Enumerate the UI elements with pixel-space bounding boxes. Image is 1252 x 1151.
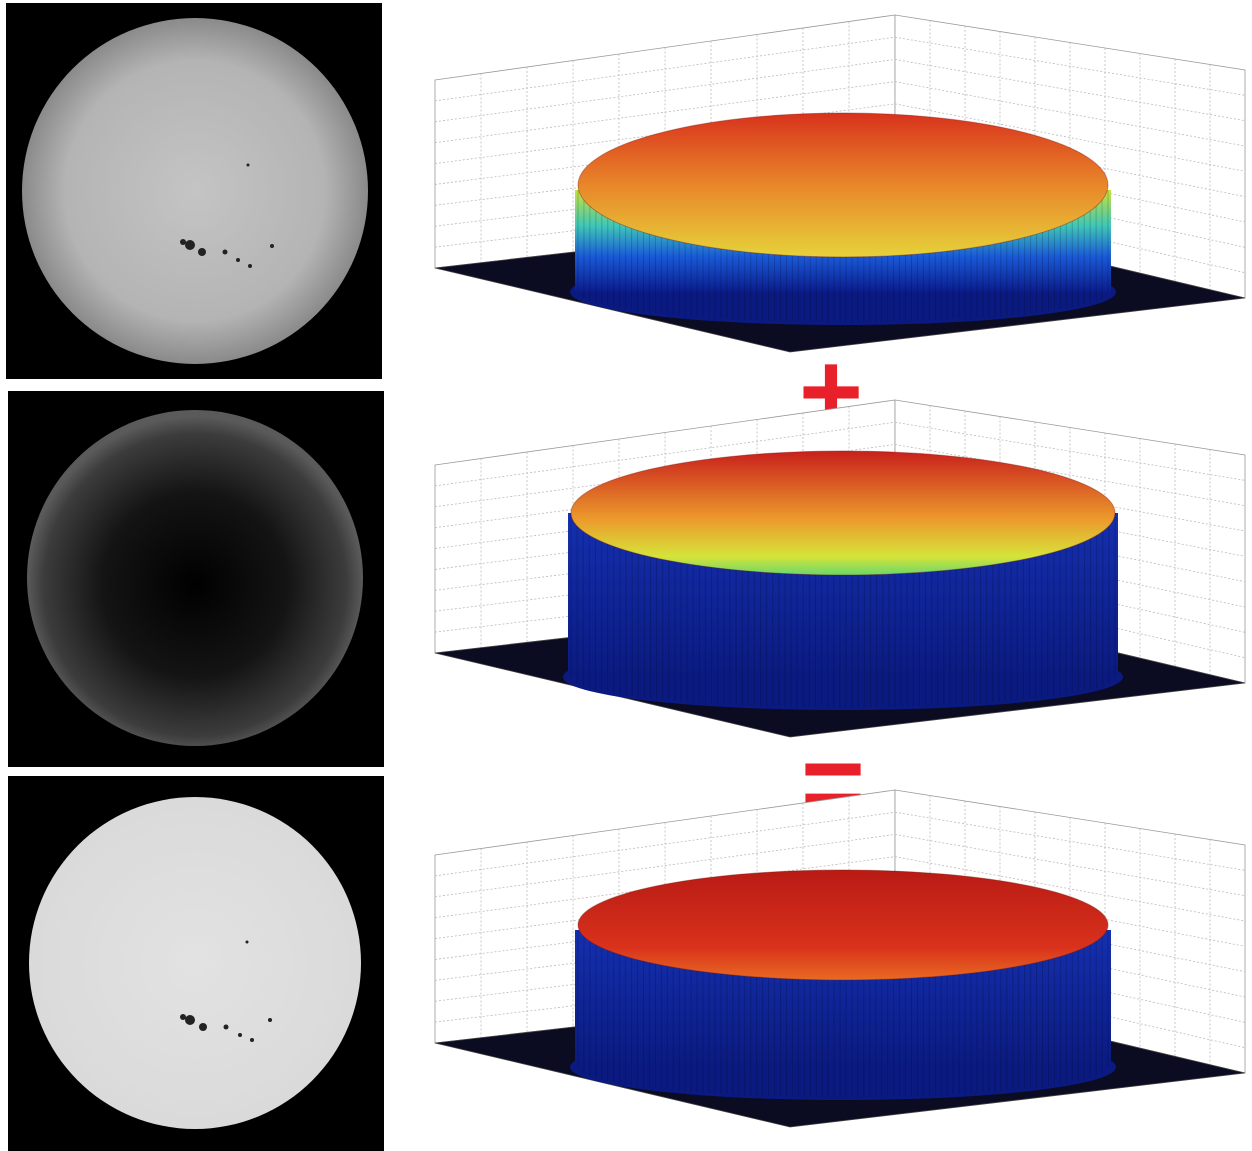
grid-line — [434, 945, 896, 1002]
cylinder-top — [577, 112, 1109, 258]
sun-image-limb-model — [8, 391, 384, 767]
grid-line — [894, 488, 1246, 557]
grid-line — [894, 421, 1246, 481]
surface-plot — [434, 14, 1246, 353]
grid-line — [434, 555, 896, 612]
cylinder-top — [570, 450, 1116, 576]
grid-line — [894, 444, 1246, 507]
grid-line — [434, 811, 896, 877]
grid-line — [434, 421, 896, 487]
grid-line — [894, 878, 1246, 947]
grid-line — [894, 811, 1246, 871]
grid-line — [894, 81, 1246, 147]
grid-line — [894, 834, 1246, 897]
sun-image-observed — [6, 3, 382, 379]
grid-line — [434, 510, 896, 570]
sun-image-corrected — [8, 776, 384, 1151]
surface-plot — [434, 399, 1246, 738]
grid-line — [434, 922, 896, 981]
grid-line — [434, 147, 896, 206]
cylinder-top — [577, 869, 1109, 981]
grid-line — [894, 103, 1246, 172]
grid-line — [894, 856, 1246, 922]
grid-line — [434, 125, 896, 185]
grid-line — [434, 488, 896, 549]
grid-line — [894, 900, 1246, 973]
grid-line — [434, 170, 896, 227]
surface-plot — [434, 789, 1246, 1128]
grid-line — [434, 532, 896, 591]
grid-line — [894, 36, 1246, 96]
grid-line — [434, 59, 896, 123]
grid-line — [434, 878, 896, 939]
grid-line — [434, 900, 896, 960]
grid-line — [894, 59, 1246, 122]
grid-line — [434, 103, 896, 164]
grid-line — [894, 510, 1246, 583]
grid-line — [434, 834, 896, 898]
grid-line — [434, 36, 896, 102]
grid-line — [894, 125, 1246, 198]
grid-line — [434, 81, 896, 144]
